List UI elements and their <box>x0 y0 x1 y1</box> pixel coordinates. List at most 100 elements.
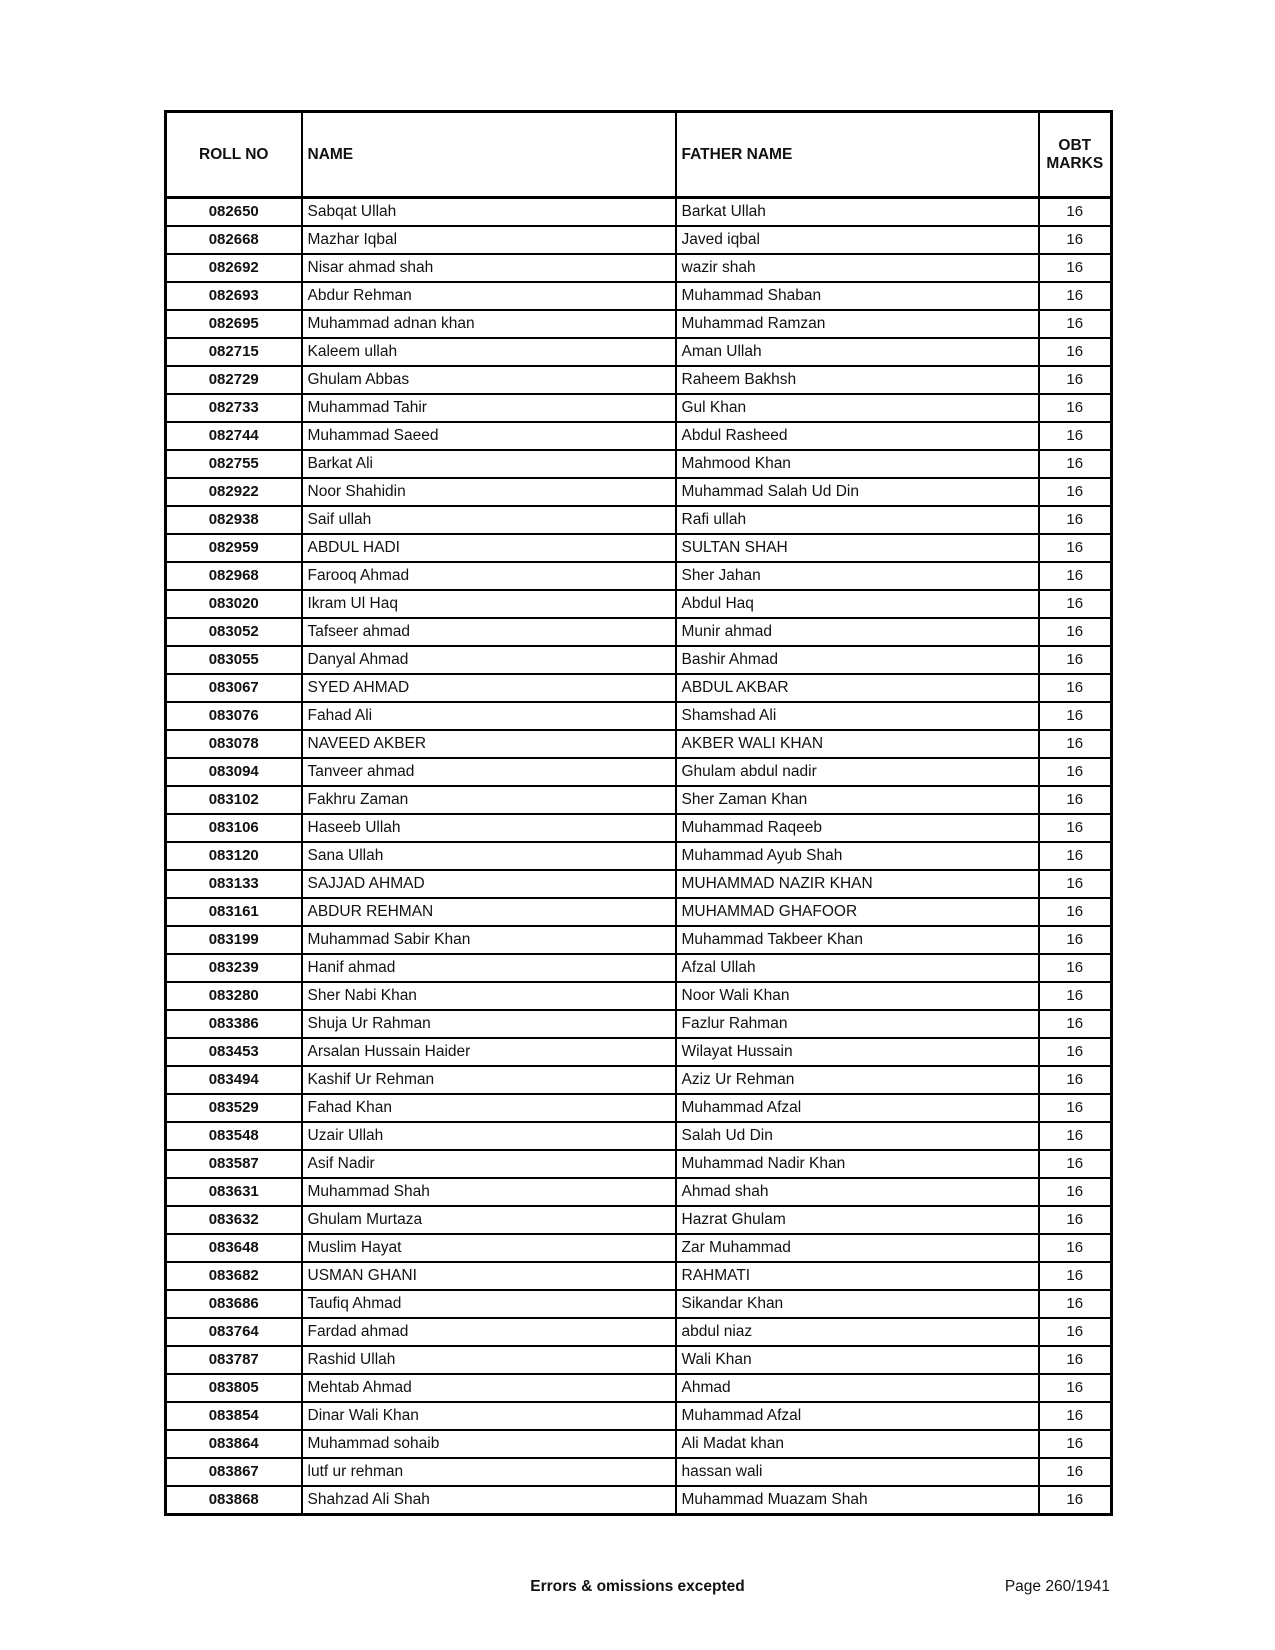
table-row: 082729 Ghulam Abbas Raheem Bakhsh 16 <box>164 365 1113 395</box>
obt-marks-cell: 16 <box>1037 1373 1113 1403</box>
name-cell: Muhammad adnan khan <box>300 309 677 339</box>
table-row: 082744 Muhammad Saeed Abdul Rasheed 16 <box>164 421 1113 451</box>
roll-no-cell: 082755 <box>164 449 303 479</box>
table-row: 083529 Fahad Khan Muhammad Afzal 16 <box>164 1093 1113 1123</box>
roll-no-cell: 083280 <box>164 981 303 1011</box>
name-cell: Sana Ullah <box>300 841 677 871</box>
father-name-cell: RAHMATI <box>674 1261 1040 1291</box>
father-name-cell: Abdul Rasheed <box>674 421 1040 451</box>
obt-marks-cell: 16 <box>1037 1401 1113 1431</box>
obt-marks-cell: 16 <box>1037 673 1113 703</box>
results-table: ROLL NO NAME FATHER NAME OBT MARKS 08265… <box>164 110 1113 1516</box>
name-cell: NAVEED AKBER <box>300 729 677 759</box>
father-name-cell: Munir ahmad <box>674 617 1040 647</box>
roll-no-cell: 083632 <box>164 1205 303 1235</box>
obt-marks-cell: 16 <box>1037 1485 1113 1516</box>
obt-marks-cell: 16 <box>1037 196 1113 227</box>
obt-marks-cell: 16 <box>1037 337 1113 367</box>
table-row: 082695 Muhammad adnan khan Muhammad Ramz… <box>164 309 1113 339</box>
father-name-cell: Salah Ud Din <box>674 1121 1040 1151</box>
name-cell: Sher Nabi Khan <box>300 981 677 1011</box>
father-name-cell: Ahmad shah <box>674 1177 1040 1207</box>
obt-marks-cell: 16 <box>1037 533 1113 563</box>
name-cell: USMAN GHANI <box>300 1261 677 1291</box>
table-row: 083120 Sana Ullah Muhammad Ayub Shah 16 <box>164 841 1113 871</box>
name-cell: SAJJAD AHMAD <box>300 869 677 899</box>
roll-no-cell: 083199 <box>164 925 303 955</box>
name-cell: Muslim Hayat <box>300 1233 677 1263</box>
father-name-cell: Muhammad Ramzan <box>674 309 1040 339</box>
father-name-cell: Muhammad Raqeeb <box>674 813 1040 843</box>
obt-marks-cell: 16 <box>1037 897 1113 927</box>
father-name-cell: Javed iqbal <box>674 225 1040 255</box>
roll-no-cell: 083864 <box>164 1429 303 1459</box>
name-cell: Tafseer ahmad <box>300 617 677 647</box>
roll-no-cell: 083102 <box>164 785 303 815</box>
obt-marks-cell: 16 <box>1037 1317 1113 1347</box>
father-name-cell: Muhammad Afzal <box>674 1401 1040 1431</box>
roll-no-cell: 083854 <box>164 1401 303 1431</box>
table-row: 083805 Mehtab Ahmad Ahmad 16 <box>164 1373 1113 1403</box>
roll-no-cell: 083529 <box>164 1093 303 1123</box>
table-row: 083686 Taufiq Ahmad Sikandar Khan 16 <box>164 1289 1113 1319</box>
table-row: 082733 Muhammad Tahir Gul Khan 16 <box>164 393 1113 423</box>
table-row: 083020 Ikram Ul Haq Abdul Haq 16 <box>164 589 1113 619</box>
roll-no-cell: 083648 <box>164 1233 303 1263</box>
name-cell: lutf ur rehman <box>300 1457 677 1487</box>
table-row: 082650 Sabqat Ullah Barkat Ullah 16 <box>164 196 1113 227</box>
col-header-obt-marks: OBT MARKS <box>1037 110 1113 199</box>
obt-marks-cell: 16 <box>1037 617 1113 647</box>
obt-marks-cell: 16 <box>1037 1289 1113 1319</box>
name-cell: Sabqat Ullah <box>300 196 677 227</box>
table-row: 082755 Barkat Ali Mahmood Khan 16 <box>164 449 1113 479</box>
roll-no-cell: 083686 <box>164 1289 303 1319</box>
name-cell: SYED AHMAD <box>300 673 677 703</box>
roll-no-cell: 082692 <box>164 253 303 283</box>
roll-no-cell: 083239 <box>164 953 303 983</box>
table-row: 083239 Hanif ahmad Afzal Ullah 16 <box>164 953 1113 983</box>
name-cell: Ikram Ul Haq <box>300 589 677 619</box>
name-cell: Muhammad Tahir <box>300 393 677 423</box>
table-row: 083055 Danyal Ahmad Bashir Ahmad 16 <box>164 645 1113 675</box>
father-name-cell: MUHAMMAD NAZIR KHAN <box>674 869 1040 899</box>
father-name-cell: Zar Muhammad <box>674 1233 1040 1263</box>
father-name-cell: ABDUL AKBAR <box>674 673 1040 703</box>
name-cell: Ghulam Murtaza <box>300 1205 677 1235</box>
obt-marks-cell: 16 <box>1037 1065 1113 1095</box>
obt-marks-cell: 16 <box>1037 1457 1113 1487</box>
roll-no-cell: 083868 <box>164 1485 303 1516</box>
obt-marks-cell: 16 <box>1037 645 1113 675</box>
name-cell: Mehtab Ahmad <box>300 1373 677 1403</box>
father-name-cell: Muhammad Muazam Shah <box>674 1485 1040 1516</box>
roll-no-cell: 083076 <box>164 701 303 731</box>
table-row: 083161 ABDUR REHMAN MUHAMMAD GHAFOOR 16 <box>164 897 1113 927</box>
father-name-cell: Bashir Ahmad <box>674 645 1040 675</box>
roll-no-cell: 082693 <box>164 281 303 311</box>
table-row: 083106 Haseeb Ullah Muhammad Raqeeb 16 <box>164 813 1113 843</box>
roll-no-cell: 083052 <box>164 617 303 647</box>
table-row: 083453 Arsalan Hussain Haider Wilayat Hu… <box>164 1037 1113 1067</box>
obt-marks-cell: 16 <box>1037 1233 1113 1263</box>
name-cell: Muhammad Saeed <box>300 421 677 451</box>
roll-no-cell: 083078 <box>164 729 303 759</box>
obt-marks-cell: 16 <box>1037 1009 1113 1039</box>
obt-marks-cell: 16 <box>1037 561 1113 591</box>
obt-marks-cell: 16 <box>1037 589 1113 619</box>
table-row: 083052 Tafseer ahmad Munir ahmad 16 <box>164 617 1113 647</box>
table-header-row: ROLL NO NAME FATHER NAME OBT MARKS <box>164 110 1113 199</box>
table-row: 083682 USMAN GHANI RAHMATI 16 <box>164 1261 1113 1291</box>
roll-no-cell: 083386 <box>164 1009 303 1039</box>
roll-no-cell: 083161 <box>164 897 303 927</box>
table-row: 083386 Shuja Ur Rahman Fazlur Rahman 16 <box>164 1009 1113 1039</box>
father-name-cell: Shamshad Ali <box>674 701 1040 731</box>
father-name-cell: Sher Zaman Khan <box>674 785 1040 815</box>
name-cell: Uzair Ullah <box>300 1121 677 1151</box>
table-row: 082938 Saif ullah Rafi ullah 16 <box>164 505 1113 535</box>
table-row: 083787 Rashid Ullah Wali Khan 16 <box>164 1345 1113 1375</box>
table-body: 082650 Sabqat Ullah Barkat Ullah 16 0826… <box>164 196 1113 1516</box>
name-cell: Fahad Ali <box>300 701 677 731</box>
name-cell: ABDUL HADI <box>300 533 677 563</box>
obt-marks-cell: 16 <box>1037 757 1113 787</box>
father-name-cell: Fazlur Rahman <box>674 1009 1040 1039</box>
name-cell: Fahad Khan <box>300 1093 677 1123</box>
